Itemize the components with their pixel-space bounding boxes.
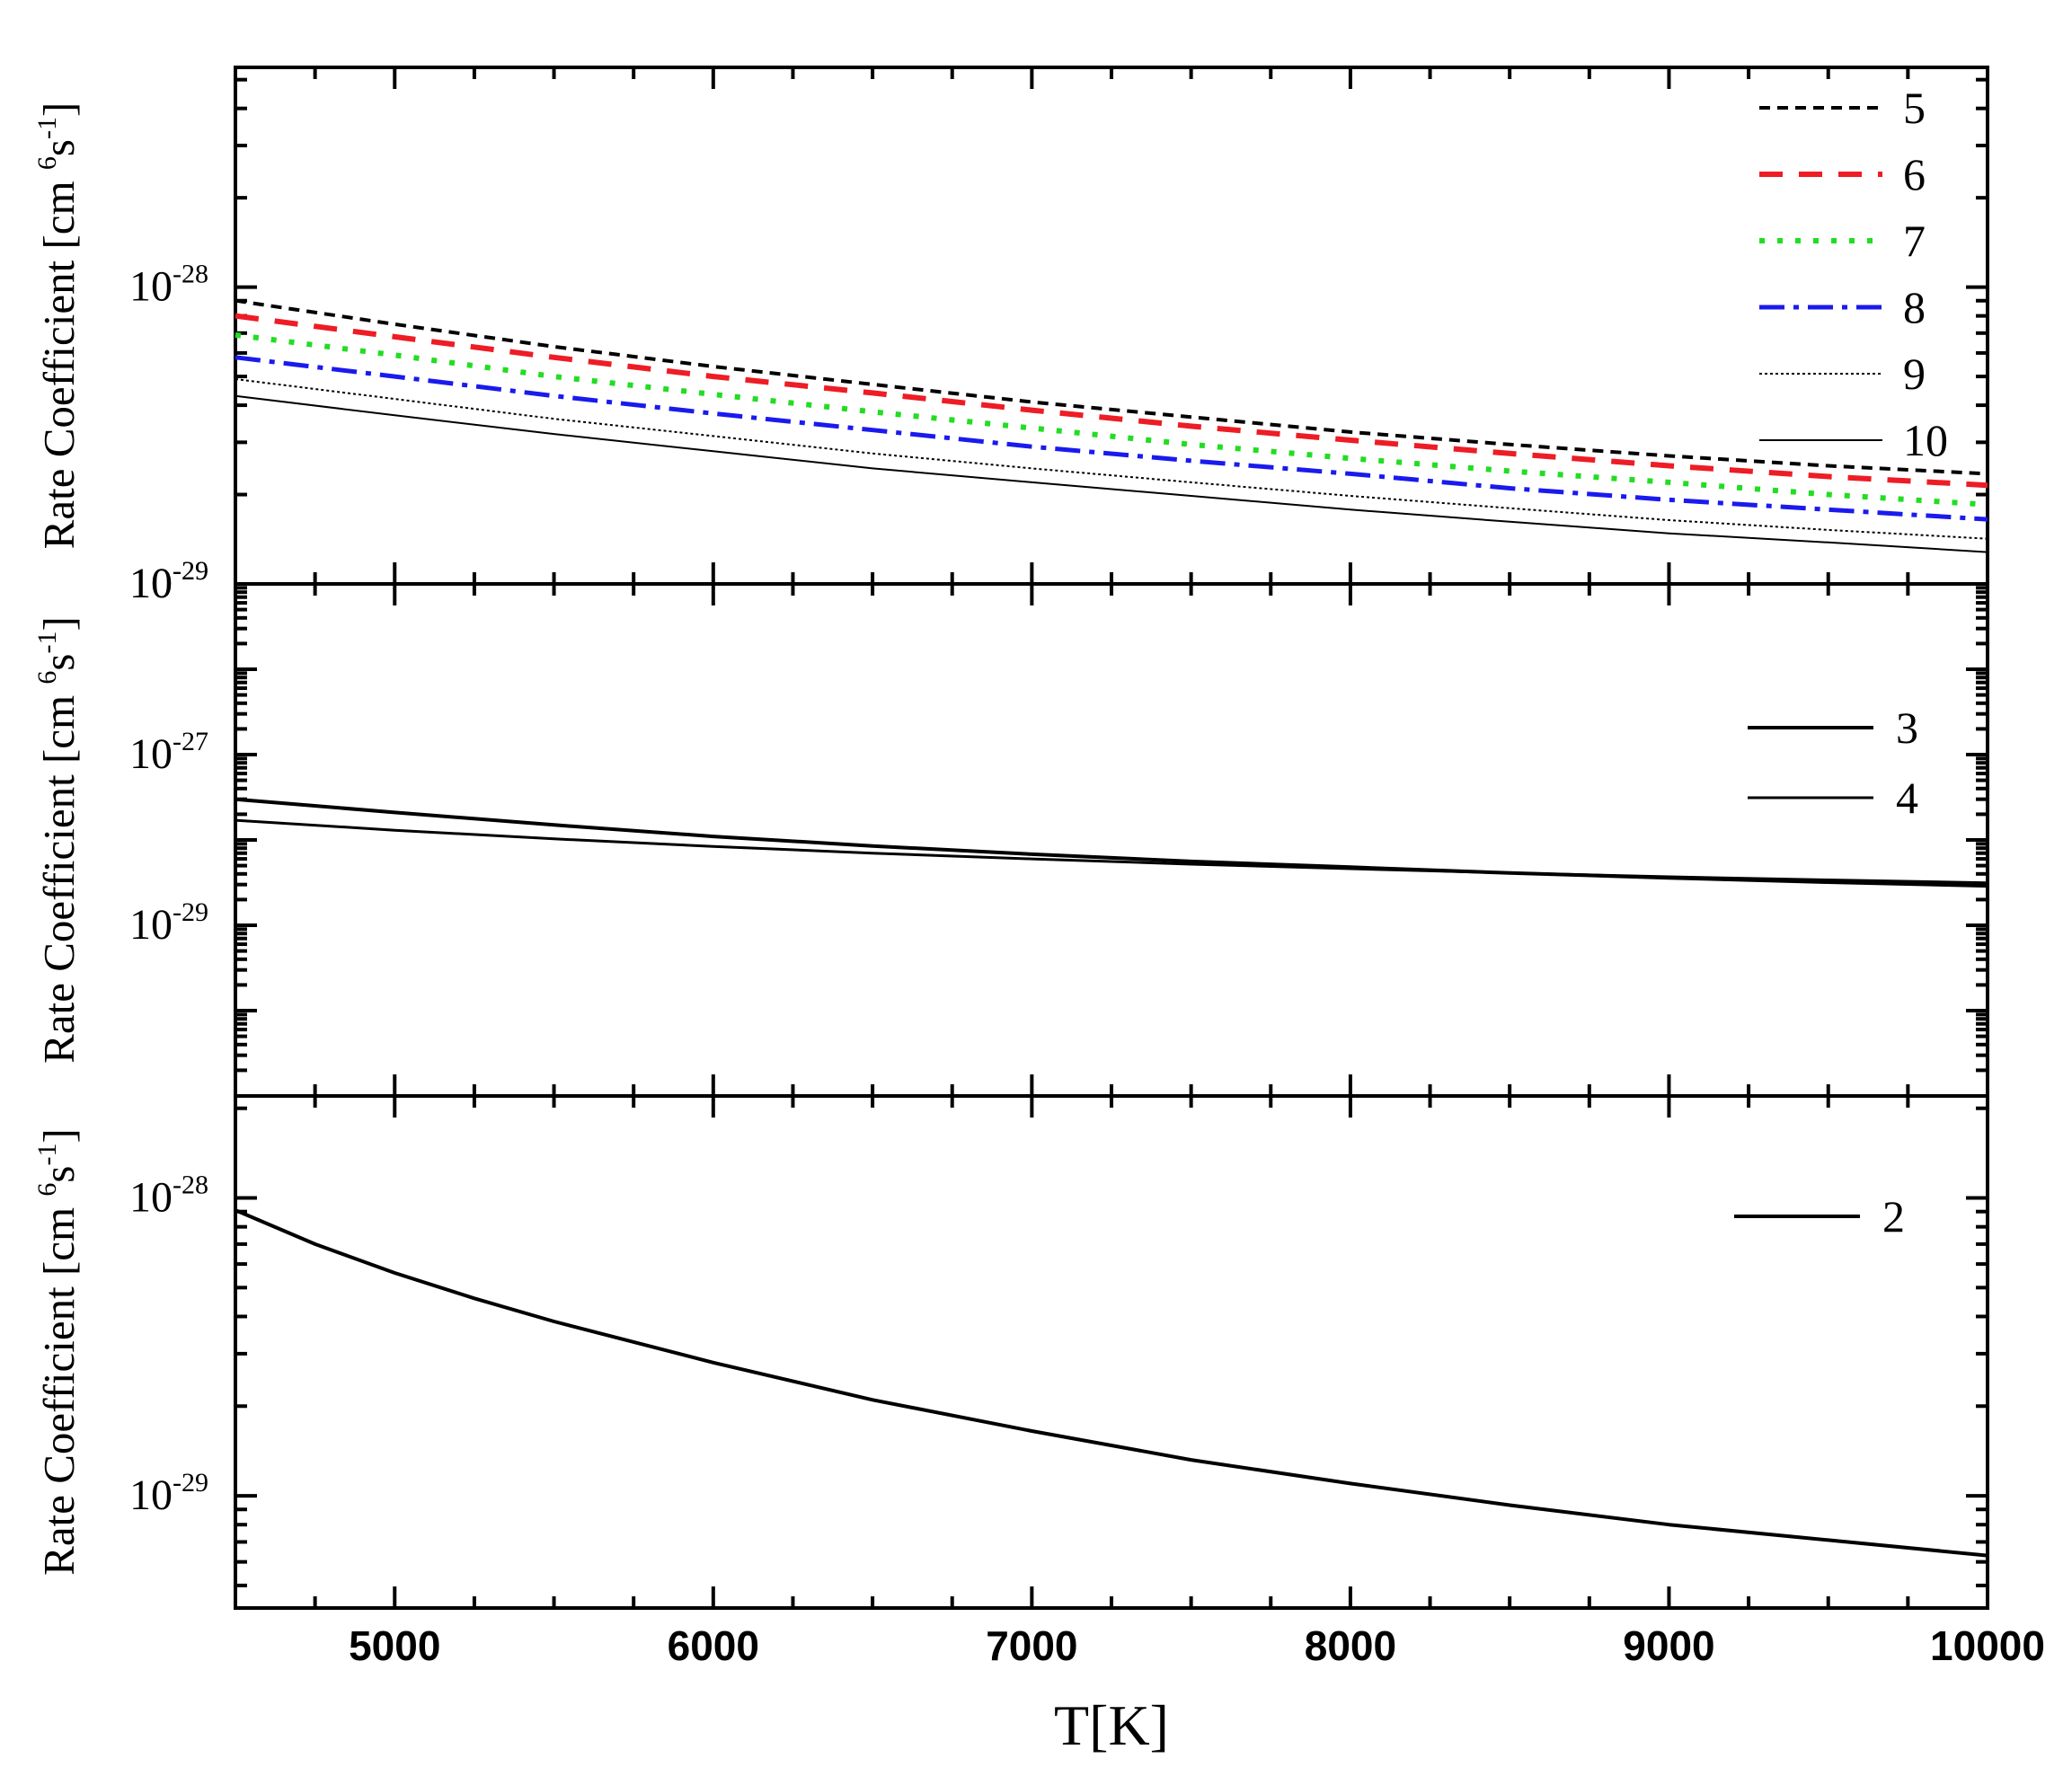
series-line-8 <box>235 355 1988 522</box>
x-tick-label: 7000 <box>986 1622 1077 1669</box>
legend-label-4: 4 <box>1896 773 1918 823</box>
legend-label-8: 8 <box>1903 282 1926 332</box>
x-tick-label: 5000 <box>349 1622 440 1669</box>
series-line-2 <box>235 1208 1988 1558</box>
y-tick-label: 10-29 <box>129 556 208 607</box>
legend-label-2: 2 <box>1882 1191 1905 1241</box>
series-line-4 <box>235 818 1988 885</box>
legend-label-9: 9 <box>1903 349 1926 399</box>
legend-label-7: 7 <box>1903 216 1926 266</box>
panel-bottom: 10-28 10-29 Rate Coefficient [cm 6s-1] 2 <box>32 1094 1989 1610</box>
series-line-7 <box>235 331 1988 508</box>
y-tick-label: 10-29 <box>129 556 208 607</box>
series-line-10 <box>235 394 1988 553</box>
y-tick-label: 10-27 <box>129 727 208 778</box>
y-tick-label: 10-29 <box>129 897 208 949</box>
series-line-3 <box>235 797 1988 888</box>
x-tick-label: 6000 <box>668 1622 759 1669</box>
y-tick-label: 10-28 <box>129 260 208 311</box>
x-tick-label: 8000 <box>1305 1622 1396 1669</box>
plot-frame <box>234 66 1989 586</box>
legend-label-3: 3 <box>1896 702 1918 753</box>
x-axis-label: T[K] <box>1054 1693 1169 1757</box>
legend-label-5: 5 <box>1903 83 1926 133</box>
y-tick-label: 10-29 <box>129 1468 208 1519</box>
legend-label-10: 10 <box>1903 415 1948 465</box>
panel-middle: 10-29 10-27 10-29 Rate Coefficient [cm 6s-1… <box>32 556 1989 1098</box>
plot-frame <box>234 582 1989 1098</box>
series-line-9 <box>235 378 1988 540</box>
panel-top: 10-28 10-29 Rate Coefficient [cm 6s-1] 5 6 7 8… <box>32 66 1989 607</box>
legend-label-6: 6 <box>1903 149 1926 199</box>
legend-bottom: 2 <box>1734 1191 1905 1241</box>
series-line-5 <box>235 298 1988 476</box>
y-tick-label: 10-28 <box>129 1171 208 1222</box>
series-line-6 <box>235 313 1988 489</box>
y-axis-label: Rate Coefficient [cm 6s-1] <box>32 102 84 550</box>
y-axis-label: Rate Coefficient [cm 6s-1] <box>32 616 84 1064</box>
legend-middle: 34 <box>1748 702 1918 823</box>
x-tick-label: 9000 <box>1623 1622 1714 1669</box>
x-tick-label: 10000 <box>1930 1622 2045 1669</box>
legend-top: 5 6 7 8 9 10 <box>1759 83 1948 465</box>
y-axis-label: Rate Coefficient [cm 6s-1] <box>32 1128 84 1576</box>
